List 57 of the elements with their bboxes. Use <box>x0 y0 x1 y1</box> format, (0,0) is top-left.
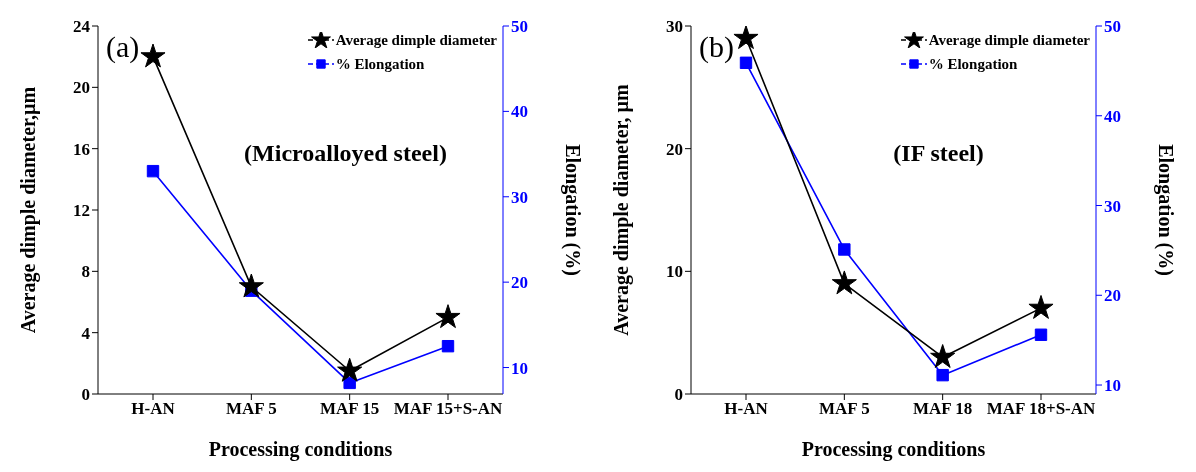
point <box>936 368 949 382</box>
point <box>238 273 264 298</box>
y-tick-label: 30 <box>666 17 683 37</box>
point <box>838 243 851 256</box>
legend-label: % Elongation <box>928 55 1018 73</box>
x-axis-title: Processing conditions <box>208 438 393 462</box>
y2-tick-label: 50 <box>511 17 528 37</box>
y2-axis-title: Elongation (%) <box>1153 144 1177 276</box>
y2-tick-label: 10 <box>511 358 528 378</box>
y2-tick-label: 50 <box>1104 17 1121 37</box>
point <box>435 304 461 329</box>
y2-tick-label: 40 <box>511 102 528 122</box>
y-tick-label: 8 <box>81 262 90 282</box>
point <box>140 43 166 68</box>
y-tick-label: 20 <box>73 78 90 98</box>
y2-tick-label: 40 <box>1104 106 1121 126</box>
y-tick-label: 12 <box>73 201 90 221</box>
y-tick-label: 0 <box>81 385 90 405</box>
point <box>146 164 160 178</box>
annotation: (Microalloyed steel) <box>243 140 448 167</box>
y-axis-title: Average dimple diameter, µm <box>610 83 634 336</box>
legend-label: Average dimple diameter <box>928 31 1090 49</box>
x-axis-title: Processing conditions <box>801 438 986 462</box>
y2-tick-label: 30 <box>1104 196 1121 216</box>
y-tick-label: 0 <box>674 385 683 405</box>
point <box>930 344 956 368</box>
y2-tick-label: 20 <box>1104 286 1121 306</box>
y-tick-label: 4 <box>81 323 91 343</box>
x-tick-label: MAF 18+S-AN <box>986 399 1097 419</box>
point <box>739 56 753 69</box>
point <box>441 339 455 353</box>
y2-tick-label: 20 <box>511 273 528 293</box>
annotation: (IF steel) <box>892 140 985 167</box>
annotation: (a) <box>106 30 140 64</box>
x-tick-label: MAF 5 <box>225 399 277 419</box>
x-tick-label: MAF 18 <box>913 399 973 419</box>
x-tick-label: MAF 5 <box>818 399 870 419</box>
point <box>337 357 363 382</box>
point <box>831 270 857 295</box>
x-tick-label: MAF 15+S-AN <box>393 399 504 419</box>
y-tick-label: 24 <box>73 17 91 37</box>
y-axis-title: Average dimple diameter,µm <box>17 86 41 334</box>
legend-label: % Elongation <box>335 55 425 73</box>
annotation: (b) <box>699 30 734 64</box>
x-tick-label: MAF 15 <box>320 399 380 419</box>
legend-label: Average dimple diameter <box>335 31 497 49</box>
point <box>1028 294 1054 319</box>
point <box>733 26 759 50</box>
y-tick-label: 10 <box>666 262 683 282</box>
y2-tick-label: 30 <box>511 187 528 207</box>
x-tick-label: H-AN <box>724 399 769 419</box>
y-tick-label: 20 <box>666 139 683 159</box>
x-tick-label: H-AN <box>131 399 176 419</box>
y2-tick-label: 10 <box>1104 376 1121 396</box>
y2-axis-title: Elongation (%) <box>560 144 584 276</box>
y-tick-label: 16 <box>73 139 90 159</box>
point <box>1034 328 1048 341</box>
